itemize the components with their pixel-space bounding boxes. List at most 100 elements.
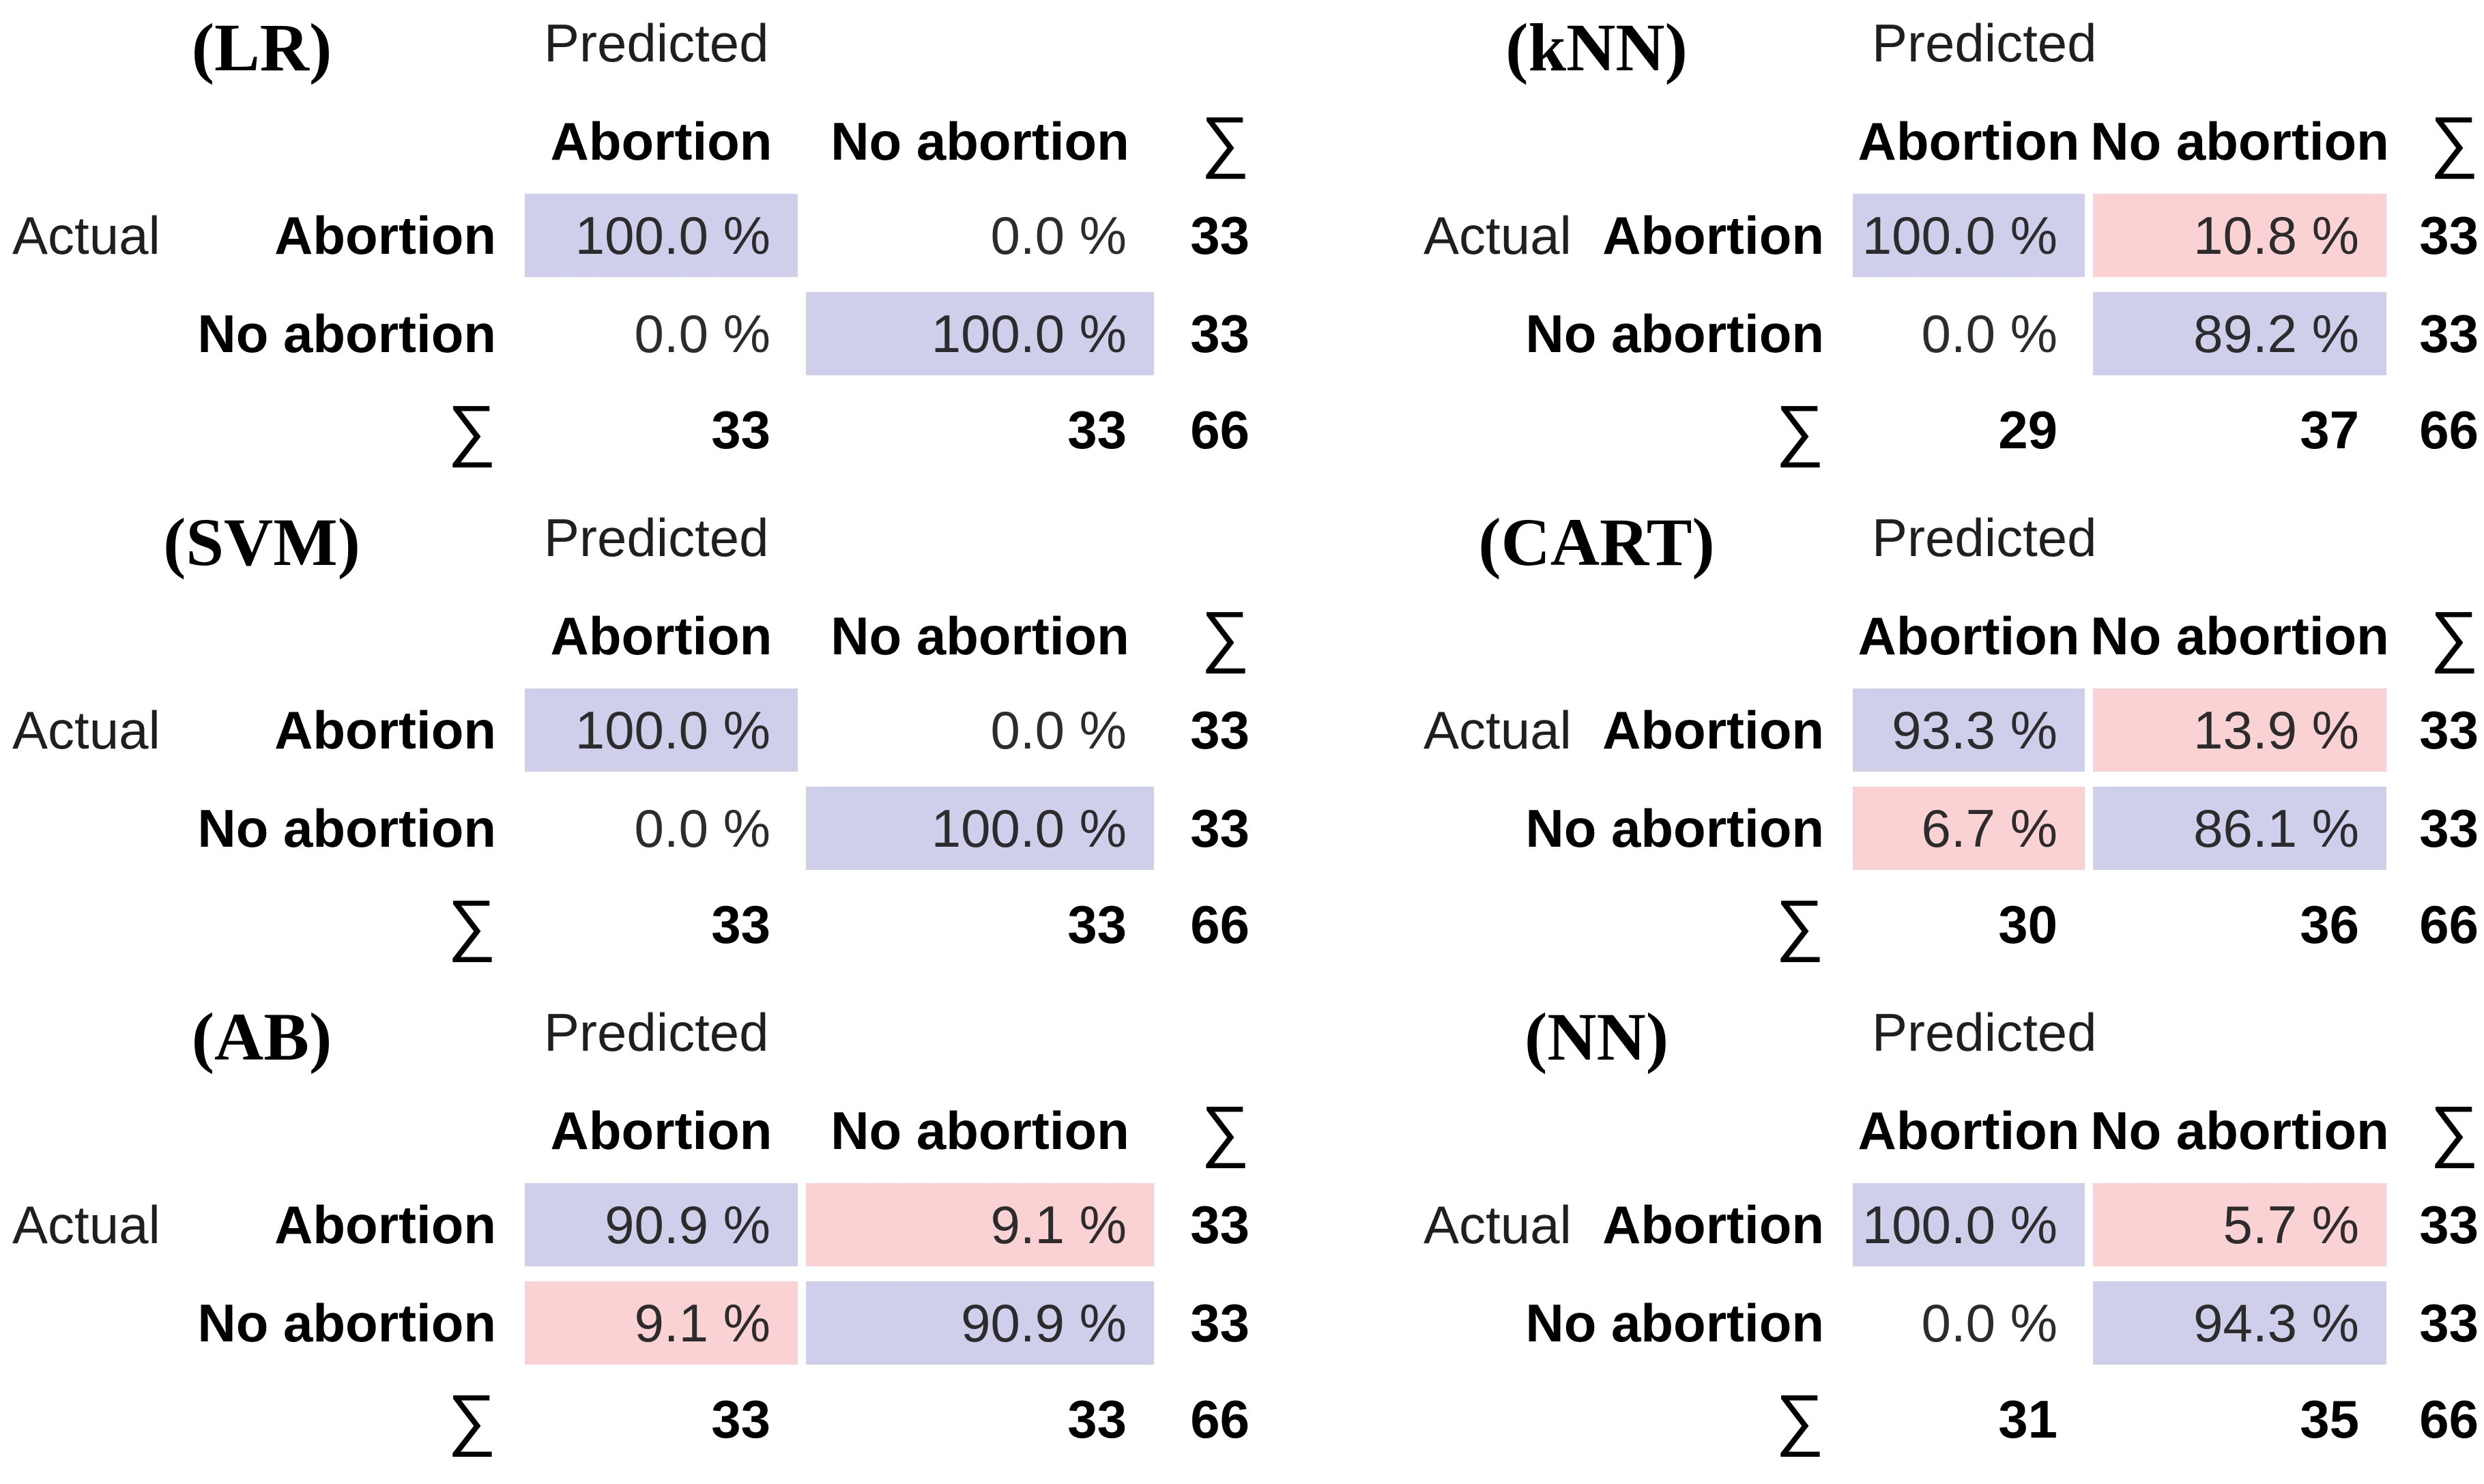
grand-total: 66 <box>2419 1388 2479 1449</box>
matrix-cell: 0.0 % <box>634 304 770 364</box>
matrix-title: (CART) <box>1478 504 1715 580</box>
matrix-cell: 0.0 % <box>634 798 770 858</box>
col-header-abortion: Abortion <box>550 111 772 171</box>
actual-axis-label: Actual <box>12 700 160 760</box>
col-header-abortion: Abortion <box>550 606 772 666</box>
sum-row-label: ∑ <box>1775 886 1824 963</box>
col-header-no-abortion: No abortion <box>2090 1101 2389 1161</box>
col-header-abortion: Abortion <box>1858 1101 2080 1161</box>
matrix-cell: 10.8 % <box>2093 194 2386 277</box>
sum-column-header: ∑ <box>2429 103 2479 179</box>
col-sum: 33 <box>711 399 770 460</box>
matrix-cell: 100.0 % <box>525 194 798 277</box>
row-header-no-abortion: No abortion <box>1525 1293 1824 1353</box>
slot-svm: (SVM) Predicted Abortion No abortion ∑ A… <box>0 495 1250 989</box>
col-sum: 33 <box>1067 894 1127 955</box>
row-sum: 33 <box>1190 1293 1250 1353</box>
grand-total: 66 <box>1190 1388 1250 1449</box>
confusion-matrix-knn: (kNN) Predicted Abortion No abortion ∑ A… <box>1348 7 2480 469</box>
matrix-cell: 0.0 % <box>1921 1293 2057 1353</box>
matrix-cell: 86.1 % <box>2093 787 2386 870</box>
grand-total: 66 <box>2419 894 2479 955</box>
predicted-axis-label: Predicted <box>544 508 769 568</box>
row-header-no-abortion: No abortion <box>1525 798 1824 858</box>
matrix-title: (NN) <box>1524 999 1669 1075</box>
row-header-no-abortion: No abortion <box>197 1293 496 1353</box>
matrix-cell: 90.9 % <box>806 1281 1154 1365</box>
slot-nn: (NN) Predicted Abortion No abortion ∑ Ac… <box>1242 989 2484 1484</box>
row-header-abortion: Abortion <box>1602 700 1824 760</box>
col-sum: 33 <box>711 1388 770 1449</box>
matrix-cell: 93.3 % <box>1853 688 2085 772</box>
row-header-abortion: Abortion <box>1602 1195 1824 1255</box>
row-header-abortion: Abortion <box>274 205 496 265</box>
sum-row-label: ∑ <box>447 886 496 963</box>
matrix-cell: 0.0 % <box>990 205 1127 265</box>
row-header-abortion: Abortion <box>274 700 496 760</box>
sum-row-label: ∑ <box>1775 391 1824 468</box>
matrix-cell: 9.1 % <box>806 1183 1154 1266</box>
col-header-abortion: Abortion <box>1858 606 2080 666</box>
confusion-matrix-lr: (LR) Predicted Abortion No abortion ∑ Ac… <box>7 7 1250 469</box>
col-sum: 29 <box>1998 399 2057 460</box>
matrix-cell: 100.0 % <box>1853 194 2085 277</box>
col-header-abortion: Abortion <box>1858 111 2080 171</box>
grand-total: 66 <box>1190 894 1250 955</box>
col-sum: 36 <box>2300 894 2359 955</box>
matrix-cell: 100.0 % <box>525 688 798 772</box>
row-sum: 33 <box>2419 205 2479 265</box>
actual-axis-label: Actual <box>1424 700 1572 760</box>
matrix-title: (kNN) <box>1505 10 1688 85</box>
confusion-matrix-ab: (AB) Predicted Abortion No abortion ∑ Ac… <box>7 996 1250 1458</box>
confusion-matrix-cart: (CART) Predicted Abortion No abortion ∑ … <box>1348 501 2480 963</box>
matrix-cell: 94.3 % <box>2093 1281 2386 1365</box>
col-sum: 31 <box>1998 1388 2057 1449</box>
col-sum: 37 <box>2300 399 2359 460</box>
row-header-no-abortion: No abortion <box>197 304 496 364</box>
slot-cart: (CART) Predicted Abortion No abortion ∑ … <box>1242 495 2484 989</box>
matrix-title: (SVM) <box>163 504 360 580</box>
predicted-axis-label: Predicted <box>1872 1002 2097 1062</box>
col-sum: 35 <box>2300 1388 2359 1449</box>
row-header-abortion: Abortion <box>1602 205 1824 265</box>
matrix-cell: 100.0 % <box>1853 1183 2085 1266</box>
col-sum: 33 <box>1067 399 1127 460</box>
col-header-no-abortion: No abortion <box>831 606 1129 666</box>
grand-total: 66 <box>1190 399 1250 460</box>
matrix-cell: 9.1 % <box>525 1281 798 1365</box>
row-sum: 33 <box>1190 1195 1250 1255</box>
confusion-matrix-nn: (NN) Predicted Abortion No abortion ∑ Ac… <box>1348 996 2480 1458</box>
row-sum: 33 <box>1190 700 1250 760</box>
row-header-no-abortion: No abortion <box>1525 304 1824 364</box>
row-sum: 33 <box>2419 700 2479 760</box>
confusion-matrix-svm: (SVM) Predicted Abortion No abortion ∑ A… <box>7 501 1250 963</box>
col-header-no-abortion: No abortion <box>831 111 1129 171</box>
row-header-no-abortion: No abortion <box>197 798 496 858</box>
col-sum: 30 <box>1998 894 2057 955</box>
slot-lr: (LR) Predicted Abortion No abortion ∑ Ac… <box>0 0 1250 495</box>
row-sum: 33 <box>1190 205 1250 265</box>
sum-column-header: ∑ <box>1200 103 1250 179</box>
matrix-cell: 90.9 % <box>525 1183 798 1266</box>
row-sum: 33 <box>2419 1195 2479 1255</box>
col-header-no-abortion: No abortion <box>831 1101 1129 1161</box>
predicted-axis-label: Predicted <box>1872 13 2097 73</box>
matrix-cell: 0.0 % <box>990 700 1127 760</box>
actual-axis-label: Actual <box>1424 1195 1572 1255</box>
row-sum: 33 <box>1190 798 1250 858</box>
matrix-cell: 0.0 % <box>1921 304 2057 364</box>
actual-axis-label: Actual <box>12 205 160 265</box>
sum-row-label: ∑ <box>447 1380 496 1457</box>
sum-column-header: ∑ <box>1200 598 1250 674</box>
col-sum: 33 <box>1067 1388 1127 1449</box>
actual-axis-label: Actual <box>1424 205 1572 265</box>
matrix-cell: 89.2 % <box>2093 292 2386 375</box>
col-header-abortion: Abortion <box>550 1101 772 1161</box>
matrix-cell: 6.7 % <box>1853 787 2085 870</box>
slot-ab: (AB) Predicted Abortion No abortion ∑ Ac… <box>0 989 1250 1484</box>
row-sum: 33 <box>2419 304 2479 364</box>
row-sum: 33 <box>1190 304 1250 364</box>
col-sum: 33 <box>711 894 770 955</box>
sum-column-header: ∑ <box>1200 1092 1250 1169</box>
actual-axis-label: Actual <box>12 1195 160 1255</box>
